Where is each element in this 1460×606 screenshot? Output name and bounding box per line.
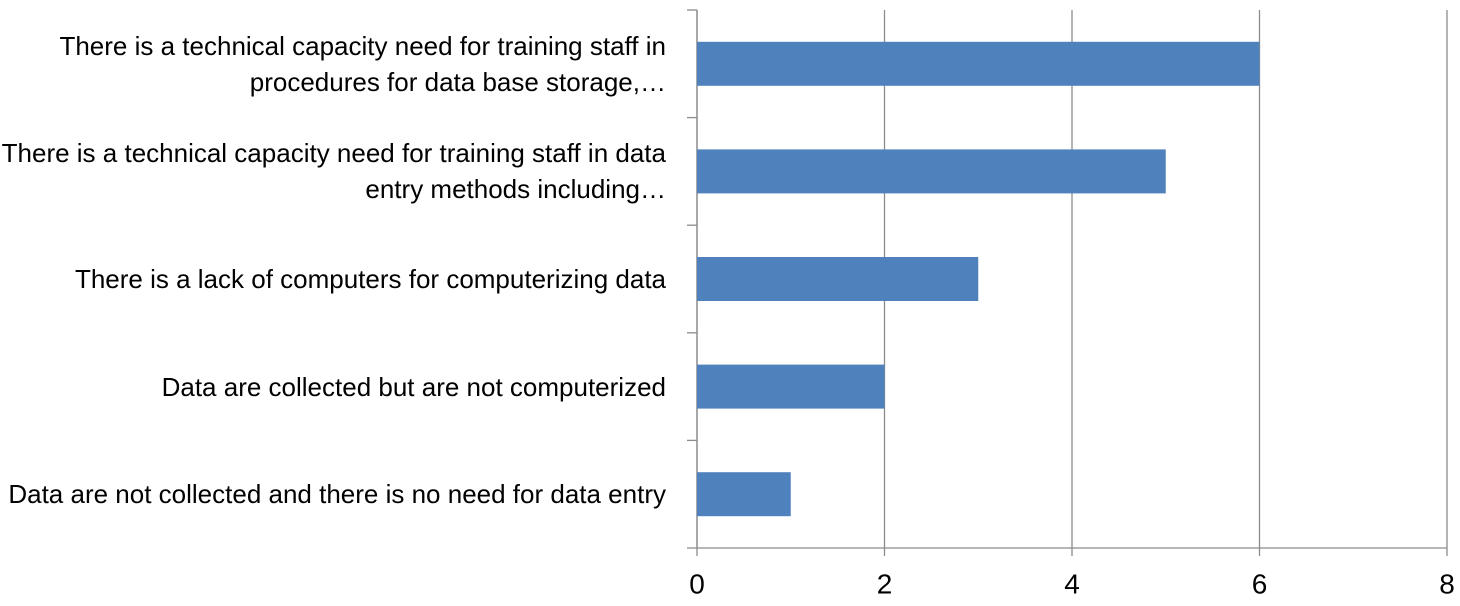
category-text: There is a technical capacity need for t… bbox=[1, 138, 666, 205]
bar bbox=[697, 41, 1260, 86]
bar bbox=[697, 149, 1166, 194]
category-text: Data are not collected and there is no n… bbox=[8, 479, 666, 510]
y-tick-label: There is a technical capacity need for t… bbox=[0, 10, 666, 118]
y-tick-label: Data are not collected and there is no n… bbox=[0, 440, 666, 548]
x-tick-label: 2 bbox=[877, 568, 893, 599]
bar bbox=[697, 472, 791, 517]
category-text: There is a technical capacity need for t… bbox=[59, 30, 666, 97]
y-tick-label: Data are collected but are not computeri… bbox=[0, 333, 666, 441]
category-text: Data are collected but are not computeri… bbox=[161, 371, 666, 402]
x-tick-label: 8 bbox=[1439, 568, 1455, 599]
x-tick-label: 0 bbox=[689, 568, 705, 599]
y-tick-label: There is a lack of computers for compute… bbox=[0, 225, 666, 333]
x-tick-label: 4 bbox=[1064, 568, 1080, 599]
bar bbox=[697, 364, 885, 409]
category-text: There is a lack of computers for compute… bbox=[74, 263, 666, 294]
bar bbox=[697, 257, 979, 301]
x-tick-label: 6 bbox=[1252, 568, 1268, 599]
y-tick-label: There is a technical capacity need for t… bbox=[0, 118, 666, 226]
